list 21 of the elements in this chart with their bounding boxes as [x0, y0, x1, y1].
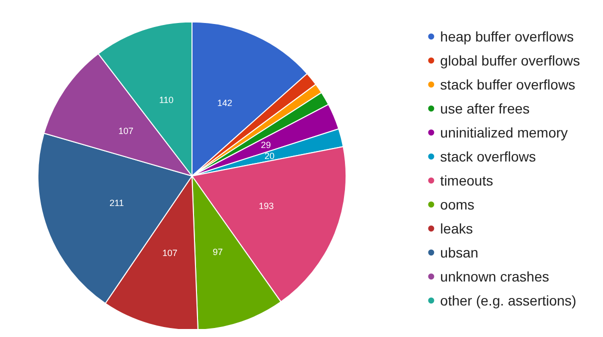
legend-label: global buffer overflows: [440, 52, 580, 68]
legend-label: unknown crashes: [440, 268, 550, 284]
data-label: 110: [159, 95, 174, 106]
legend-label: uninitialized memory: [440, 124, 568, 140]
legend-label: ooms: [440, 196, 474, 212]
legend-label: ubsan: [440, 244, 478, 260]
legend-label: stack buffer overflows: [440, 76, 576, 92]
legend-label: stack overflows: [440, 148, 536, 164]
legend-label: leaks: [440, 220, 473, 236]
data-label: 97: [212, 246, 223, 257]
legend-label: heap buffer overflows: [440, 28, 574, 44]
legend-label: other (e.g. assertions): [440, 292, 576, 308]
data-label: 193: [258, 200, 274, 211]
data-label: 20: [264, 151, 275, 162]
data-label: 29: [260, 140, 271, 150]
data-label: 107: [118, 126, 134, 136]
data-label: 107: [162, 248, 178, 258]
data-label: 211: [110, 198, 124, 208]
legend-label: timeouts: [440, 172, 494, 188]
legend-label: use after frees: [440, 100, 530, 116]
data-label: 142: [217, 98, 232, 108]
